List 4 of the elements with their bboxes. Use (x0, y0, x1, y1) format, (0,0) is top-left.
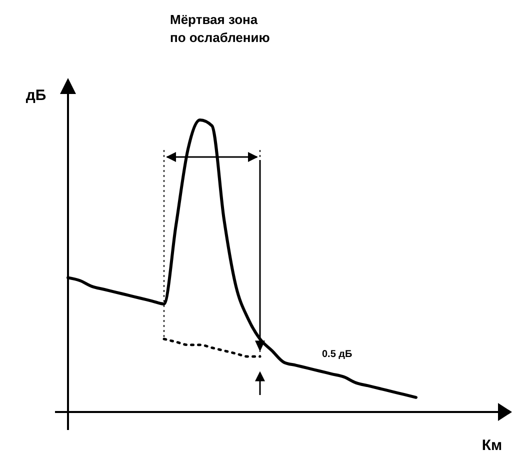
x-axis-title: Км (482, 437, 502, 454)
text: Мёртвая зона по ослаблению (170, 12, 270, 45)
y-axis-title: дБ (26, 87, 46, 104)
annotation: 0.5 дБ (322, 349, 352, 360)
